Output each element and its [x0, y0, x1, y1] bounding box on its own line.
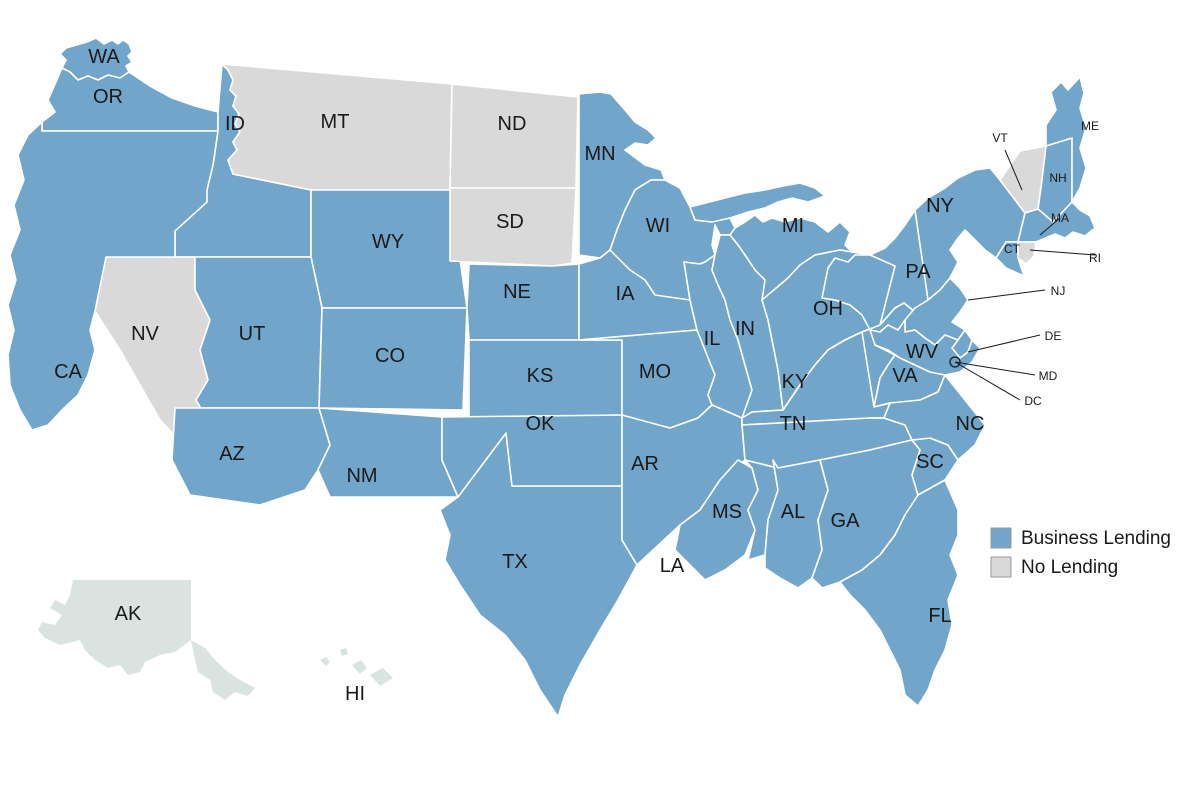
svg-text:HI: HI	[345, 683, 365, 705]
svg-text:CO: CO	[375, 345, 405, 367]
svg-text:VT: VT	[992, 131, 1008, 145]
svg-text:MO: MO	[639, 361, 671, 383]
svg-text:KS: KS	[527, 365, 554, 387]
svg-text:VA: VA	[892, 365, 918, 387]
svg-text:OK: OK	[526, 413, 556, 435]
svg-text:IA: IA	[616, 283, 636, 305]
svg-text:NE: NE	[503, 281, 531, 303]
svg-text:ND: ND	[498, 113, 527, 135]
svg-text:CT: CT	[1004, 242, 1021, 256]
svg-text:NV: NV	[131, 323, 159, 345]
svg-text:NY: NY	[926, 195, 954, 217]
svg-text:UT: UT	[239, 323, 266, 345]
svg-text:CA: CA	[54, 361, 82, 383]
svg-text:WI: WI	[646, 215, 670, 237]
svg-text:OH: OH	[813, 298, 843, 320]
svg-text:WA: WA	[88, 46, 120, 68]
svg-text:NJ: NJ	[1051, 284, 1066, 298]
svg-text:DC: DC	[1024, 394, 1042, 408]
svg-text:MI: MI	[782, 215, 804, 237]
svg-text:Business Lending: Business Lending	[1021, 528, 1171, 549]
svg-text:ME: ME	[1081, 119, 1099, 133]
svg-text:TX: TX	[502, 551, 528, 573]
svg-text:IL: IL	[704, 328, 721, 350]
svg-text:TN: TN	[780, 413, 807, 435]
svg-text:AL: AL	[781, 501, 805, 523]
svg-text:WV: WV	[906, 341, 939, 363]
svg-text:IN: IN	[735, 318, 755, 340]
svg-text:MS: MS	[712, 501, 742, 523]
svg-text:LA: LA	[660, 555, 685, 577]
svg-text:No Lending: No Lending	[1021, 557, 1118, 578]
svg-text:NH: NH	[1049, 171, 1066, 185]
svg-text:WY: WY	[372, 231, 404, 253]
svg-text:SC: SC	[916, 451, 944, 473]
svg-text:OR: OR	[93, 86, 123, 108]
svg-text:SD: SD	[496, 211, 524, 233]
svg-text:AK: AK	[115, 603, 142, 625]
svg-text:NM: NM	[346, 465, 377, 487]
svg-text:ID: ID	[225, 113, 245, 135]
svg-text:PA: PA	[905, 261, 931, 283]
svg-text:NC: NC	[956, 413, 985, 435]
svg-text:FL: FL	[928, 605, 951, 627]
svg-text:AZ: AZ	[219, 443, 245, 465]
svg-text:MD: MD	[1039, 369, 1058, 383]
svg-text:MN: MN	[584, 143, 615, 165]
svg-text:MT: MT	[321, 111, 350, 133]
svg-text:DE: DE	[1045, 329, 1062, 343]
svg-text:AR: AR	[631, 453, 659, 475]
svg-text:GA: GA	[831, 510, 861, 532]
svg-text:KY: KY	[782, 371, 809, 393]
svg-text:RI: RI	[1089, 251, 1101, 265]
